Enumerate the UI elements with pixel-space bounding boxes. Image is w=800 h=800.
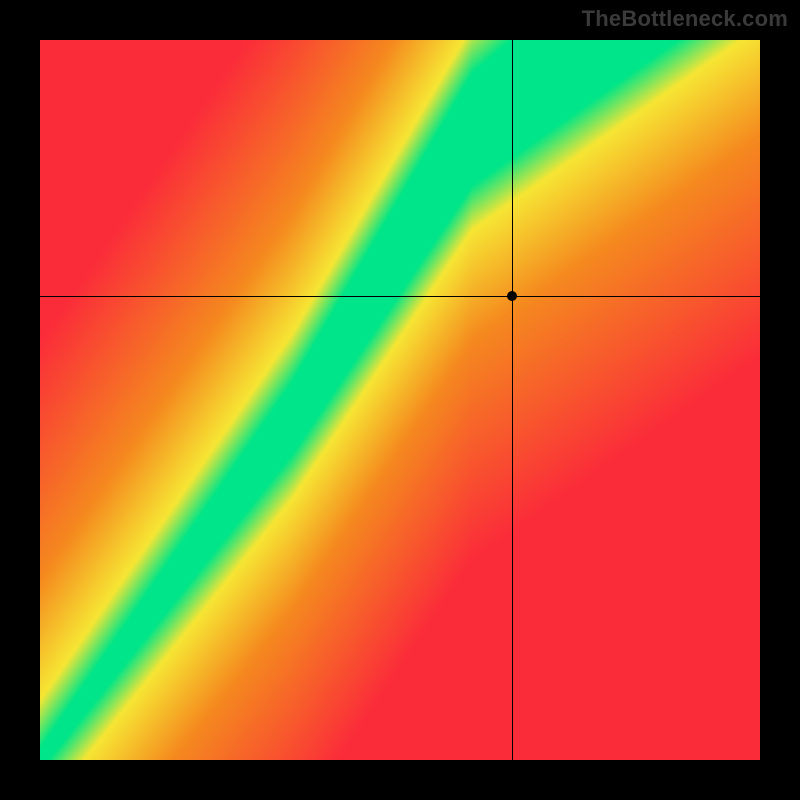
chart-container: TheBottleneck.com (0, 0, 800, 800)
crosshair-horizontal (40, 296, 760, 297)
crosshair-vertical (512, 40, 513, 760)
crosshair-marker (507, 291, 517, 301)
plot-area (40, 40, 760, 760)
watermark-text: TheBottleneck.com (582, 6, 788, 32)
heatmap-canvas (40, 40, 760, 760)
